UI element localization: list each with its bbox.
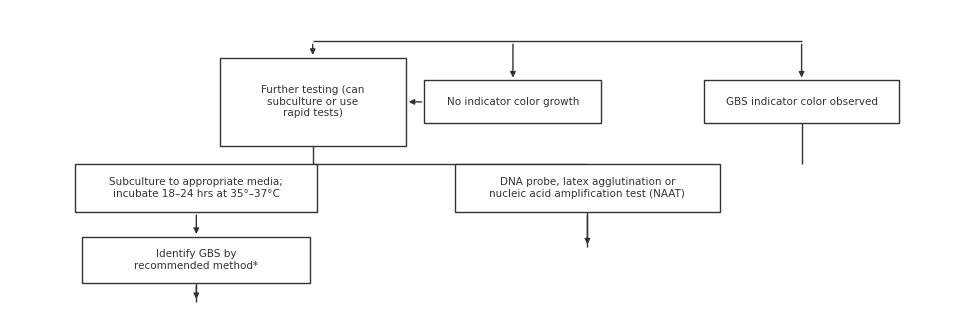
- Bar: [82, 237, 310, 283]
- Bar: [219, 58, 405, 146]
- Bar: [454, 164, 719, 212]
- Bar: [424, 80, 601, 123]
- Text: DNA probe, latex agglutination or
nucleic acid amplification test (NAAT): DNA probe, latex agglutination or nuclei…: [489, 177, 685, 199]
- Text: Subculture to appropriate media;
incubate 18–24 hrs at 35°–37°C: Subculture to appropriate media; incubat…: [109, 177, 283, 199]
- Text: No indicator color growth: No indicator color growth: [447, 97, 578, 107]
- Text: Identify GBS by
recommended method*: Identify GBS by recommended method*: [134, 249, 258, 271]
- Text: GBS indicator color observed: GBS indicator color observed: [725, 97, 877, 107]
- Bar: [703, 80, 898, 123]
- Text: Further testing (can
subculture or use
rapid tests): Further testing (can subculture or use r…: [261, 85, 364, 118]
- Bar: [76, 164, 317, 212]
